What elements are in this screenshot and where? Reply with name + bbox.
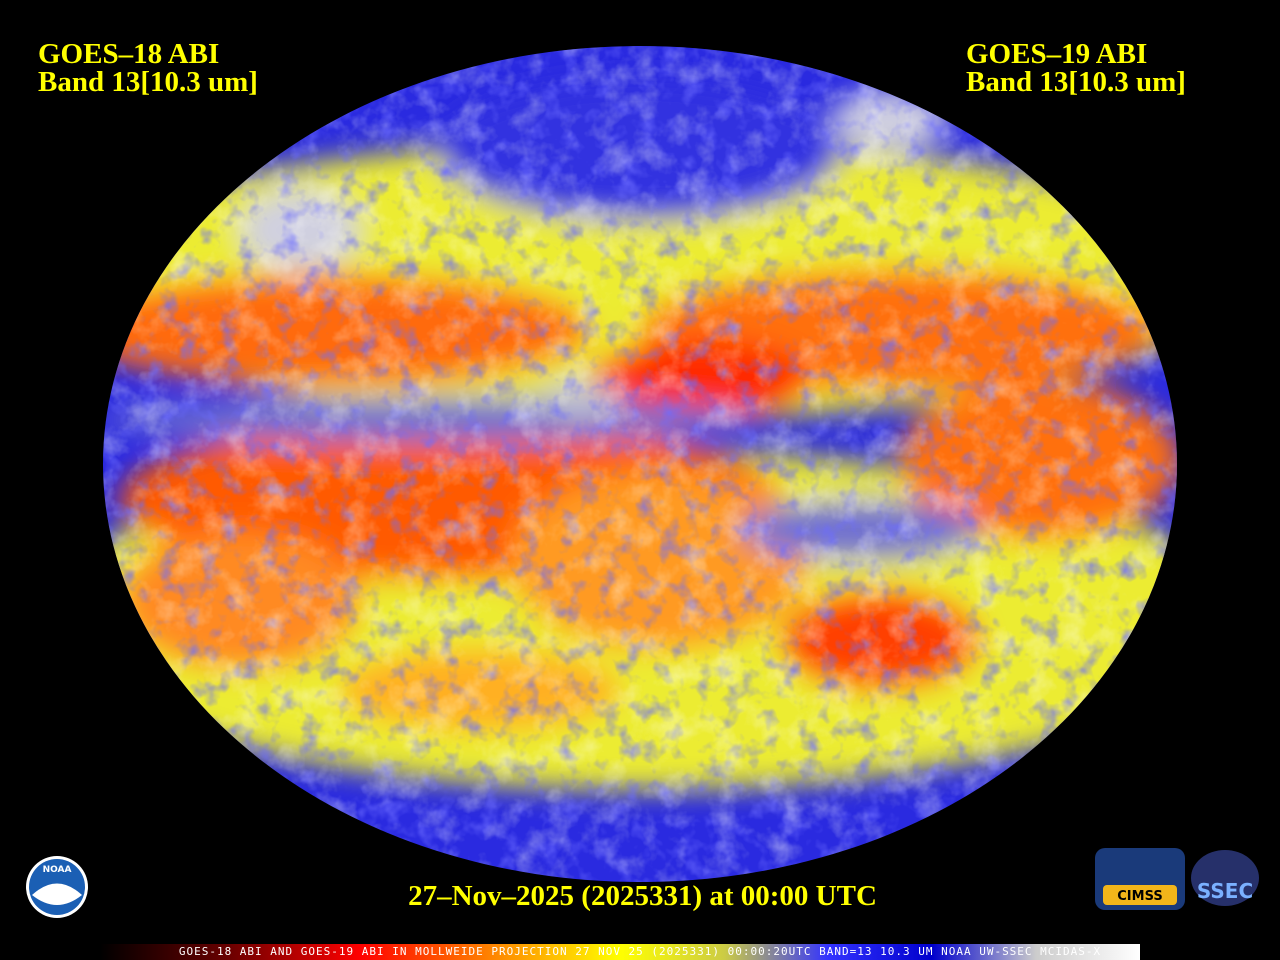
- caption: GOES-18 ABI AND GOES-19 ABI IN MOLLWEIDE…: [178, 945, 1102, 958]
- ssec-logo: SSEC: [1191, 850, 1259, 906]
- cimss-text: CIMSS: [1117, 889, 1162, 904]
- noaa-logo: NOAA: [26, 856, 88, 918]
- noaa-text: NOAA: [43, 865, 72, 875]
- cimss-logo: CIMSS: [1095, 848, 1185, 910]
- ssec-text: SSEC: [1197, 879, 1253, 903]
- right-satellite: GOES–19 ABI: [966, 38, 1148, 70]
- timestamp: 27–Nov–2025 (2025331) at 00:00 UTC: [408, 880, 877, 912]
- earth-disk: [103, 46, 1177, 882]
- right-band: Band 13[10.3 um]: [966, 66, 1186, 98]
- color-bar: [100, 944, 1140, 960]
- left-satellite: GOES–18 ABI: [38, 38, 220, 70]
- left-band: Band 13[10.3 um]: [38, 66, 258, 98]
